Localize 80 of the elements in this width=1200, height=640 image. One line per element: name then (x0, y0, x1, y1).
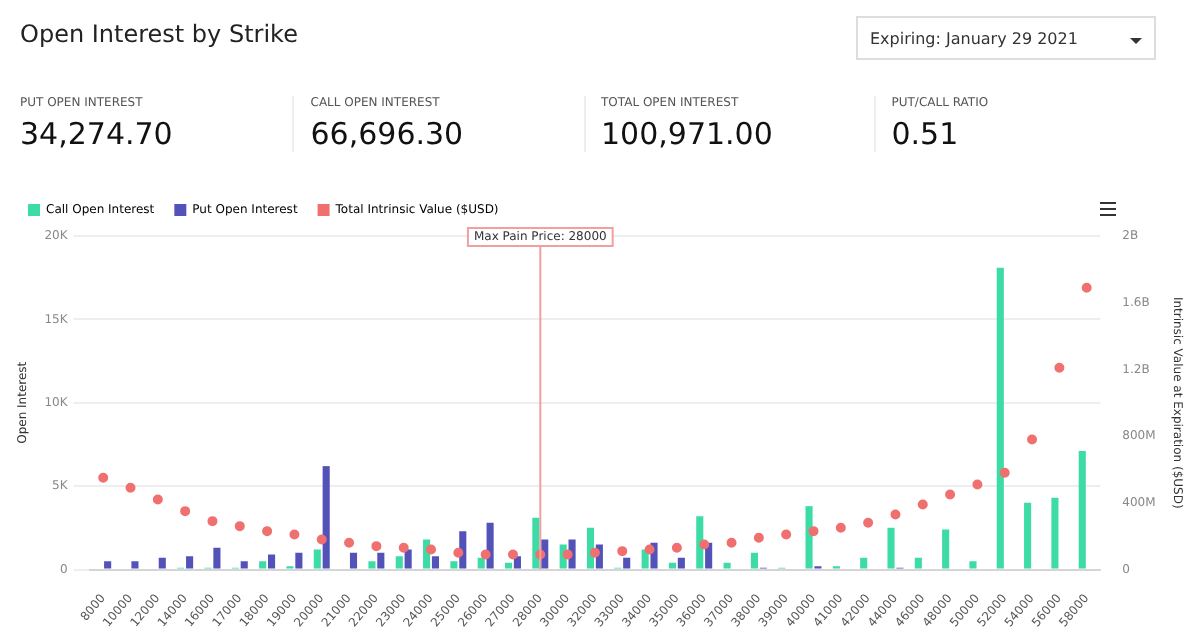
bar (158, 557, 166, 569)
point (1027, 434, 1038, 445)
point (344, 537, 355, 548)
bar (322, 466, 330, 569)
text: 100,971.00 (601, 116, 775, 152)
bar (623, 557, 631, 569)
bar (1024, 502, 1032, 569)
point (781, 529, 792, 540)
bar (477, 557, 485, 569)
point (1081, 282, 1092, 293)
point (589, 547, 600, 558)
point (917, 499, 928, 510)
text: 34,274.70 (20, 116, 175, 152)
bar (431, 556, 440, 569)
bar (104, 561, 112, 569)
bar (395, 556, 403, 569)
bar (914, 557, 922, 569)
bar (486, 522, 494, 569)
bar (1078, 451, 1086, 569)
point (480, 549, 491, 560)
bar (313, 549, 321, 569)
bar (969, 561, 977, 569)
point (808, 526, 819, 537)
point (507, 549, 518, 560)
chart-subtitle: Expiring: January 29 2021 (870, 30, 1078, 48)
point (125, 482, 136, 493)
bar (404, 549, 412, 569)
bar (186, 556, 194, 569)
point (262, 526, 273, 537)
bar (349, 552, 358, 569)
point (999, 467, 1010, 478)
bar (368, 561, 376, 569)
bar (942, 529, 950, 569)
point (152, 494, 163, 505)
text: 0.51 (891, 116, 961, 152)
point (234, 521, 245, 532)
bar (377, 552, 385, 569)
point (98, 472, 109, 483)
point (398, 542, 409, 553)
point (671, 542, 682, 553)
point (699, 539, 710, 550)
point (617, 546, 628, 557)
bar (887, 527, 895, 569)
point (863, 517, 874, 528)
point (972, 479, 983, 490)
bar (860, 557, 868, 569)
bar (213, 547, 221, 569)
bar (504, 562, 513, 569)
point (1054, 362, 1065, 373)
point (890, 509, 901, 520)
bar (295, 552, 303, 569)
point (207, 516, 218, 527)
bar (723, 562, 731, 569)
bar (131, 561, 139, 569)
text: 66,696.30 (310, 116, 466, 152)
point (180, 506, 191, 517)
bar (805, 506, 813, 569)
point (316, 534, 327, 545)
point (453, 547, 464, 558)
bar (668, 562, 677, 569)
point (753, 532, 764, 543)
point (289, 529, 300, 540)
point (562, 549, 573, 560)
bar (532, 517, 540, 569)
bar (750, 552, 758, 569)
bar (996, 267, 1004, 569)
point (835, 522, 846, 533)
point (945, 489, 956, 500)
bar (696, 516, 704, 569)
bar (259, 561, 267, 569)
point (726, 537, 737, 548)
point (644, 544, 655, 555)
point (371, 541, 382, 552)
bar (450, 561, 458, 569)
bar (240, 561, 248, 569)
bar (1051, 497, 1059, 569)
bar (677, 557, 685, 569)
bar (268, 554, 276, 569)
chart-title: Open Interest by Strike (20, 20, 298, 48)
point (426, 544, 437, 555)
